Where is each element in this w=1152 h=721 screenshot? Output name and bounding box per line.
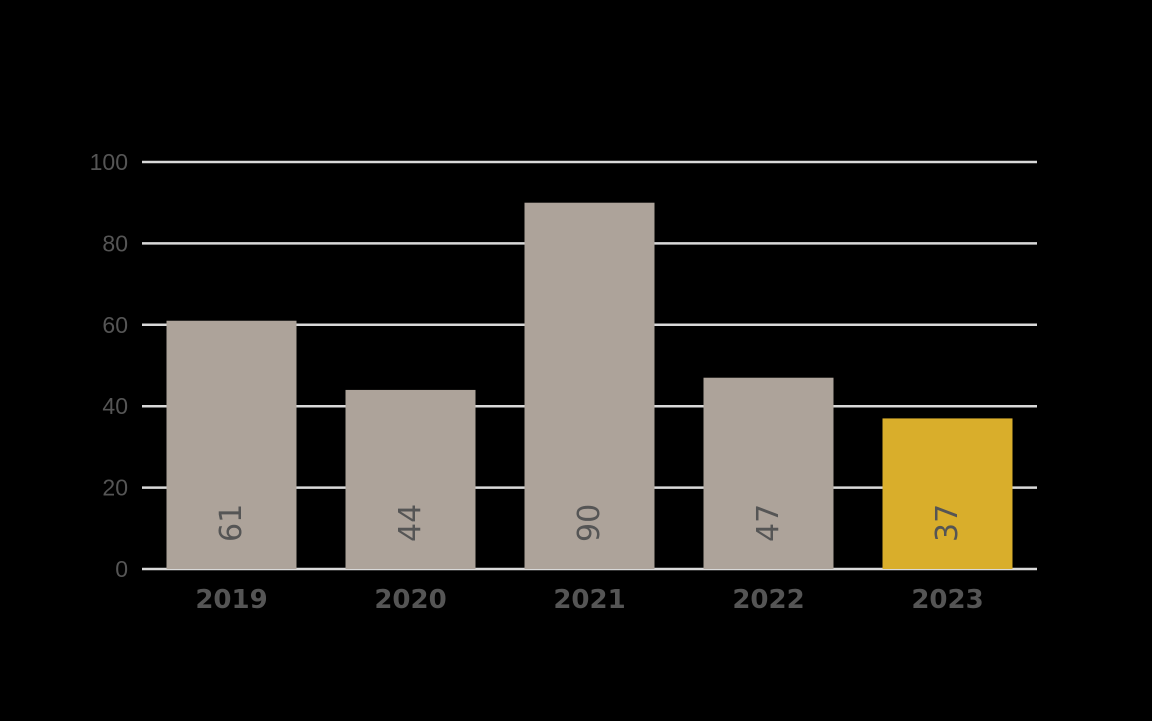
y-tick-label: 20 bbox=[102, 475, 128, 501]
bar-value-label: 44 bbox=[393, 504, 428, 542]
y-tick-label: 100 bbox=[90, 149, 128, 175]
bar-2023 bbox=[882, 418, 1013, 569]
y-axis-ticks: 0 20 40 60 80 100 bbox=[90, 149, 128, 582]
bar-value-label: 37 bbox=[930, 504, 965, 542]
x-tick-label: 2023 bbox=[911, 585, 983, 615]
bar-2021 bbox=[524, 202, 655, 569]
x-tick-label: 2020 bbox=[374, 585, 446, 615]
bar-value-label: 47 bbox=[751, 504, 786, 542]
y-tick-label: 0 bbox=[115, 556, 128, 582]
x-tick-label: 2019 bbox=[195, 585, 267, 615]
bar-2022 bbox=[703, 377, 834, 569]
y-tick-label: 60 bbox=[102, 312, 128, 338]
y-tick-label: 80 bbox=[102, 230, 128, 256]
x-axis-ticks: 2019 2020 2021 2022 2023 bbox=[195, 585, 983, 615]
y-tick-label: 40 bbox=[102, 393, 128, 419]
bar-value-label: 61 bbox=[214, 504, 249, 542]
x-tick-label: 2022 bbox=[732, 585, 804, 615]
bar-value-label: 90 bbox=[572, 504, 607, 542]
bars: 61 44 90 47 37 bbox=[166, 202, 1013, 569]
x-tick-label: 2021 bbox=[553, 585, 625, 615]
bar-2019 bbox=[166, 320, 297, 569]
bar-2020 bbox=[345, 389, 476, 569]
